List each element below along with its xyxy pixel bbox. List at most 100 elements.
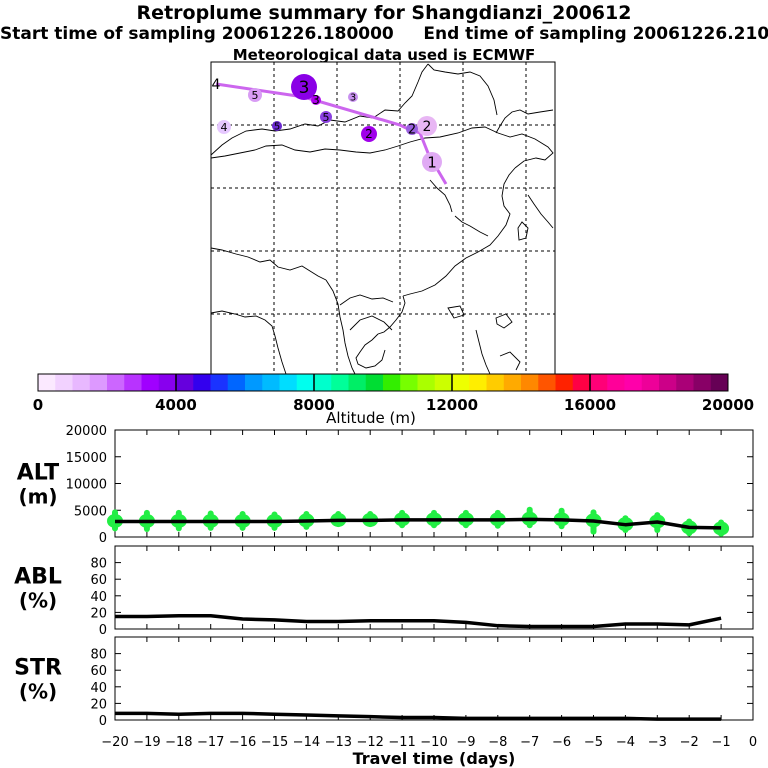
plume-marker-7 <box>272 121 282 131</box>
plume-marker-10 <box>417 116 437 136</box>
colorbar-swatch-8 <box>158 374 177 391</box>
plume-marker-9 <box>361 126 377 142</box>
colorbar-swatch-26 <box>469 374 487 391</box>
colorbar-swatch-15 <box>279 374 298 391</box>
colorbar-border <box>37 373 729 392</box>
start-time: Start time of sampling 20061226.180000 <box>0 24 394 44</box>
x-tick-label--5: −5 <box>584 735 603 750</box>
colorbar-swatch-25 <box>452 374 470 391</box>
colorbar-swatch-10 <box>193 374 211 391</box>
colorbar-swatch-11 <box>210 374 229 391</box>
plume-marker-label-7: 5 <box>274 122 280 133</box>
x-tick-label--17: −17 <box>197 735 224 750</box>
y-tick-label-abl-60: 60 <box>90 573 107 588</box>
y-tick-label-str-0: 0 <box>99 714 107 729</box>
colorbar-swatch-13 <box>245 374 263 391</box>
colorbar-swatch-39 <box>693 374 712 391</box>
colorbar-tick-label-16000: 16000 <box>564 396 616 414</box>
met-data-note: Meteorological data used is ECMWF <box>232 46 536 64</box>
colorbar-swatch-6 <box>124 374 142 391</box>
colorbar-swatch-9 <box>176 374 194 391</box>
y-tick-label-abl-20: 20 <box>90 606 107 621</box>
plume-marker-label-5: 3 <box>350 93 356 104</box>
x-tick-label--3: −3 <box>648 735 667 750</box>
y-tick-label-alt-10000: 10000 <box>66 478 107 493</box>
map-coastlines <box>210 63 554 375</box>
plume-marker-label-1: 4 <box>221 121 228 134</box>
x-tick-label--7: −7 <box>520 735 539 750</box>
ylabel-str: STR <box>14 656 62 681</box>
plume-marker-11 <box>422 152 442 172</box>
ylabel-alt: ALT <box>17 461 59 486</box>
y-tick-label-abl-40: 40 <box>90 590 107 605</box>
spread-point-20 <box>713 521 730 536</box>
x-tick-label--6: −6 <box>552 735 571 750</box>
colorbar-swatch-36 <box>641 374 660 391</box>
plume-marker-label-8: 5 <box>323 111 330 124</box>
plume-marker-4 <box>311 95 321 105</box>
colorbar-swatch-24 <box>434 374 453 391</box>
x-axis-title: Travel time (days) <box>353 749 516 768</box>
colorbar-swatch-3 <box>72 374 91 391</box>
plume-marker-1 <box>217 120 231 134</box>
ylabel-unit-abl: (%) <box>19 589 57 613</box>
plume-marker-3 <box>291 74 317 100</box>
plume-marker-label-9: 2 <box>365 127 373 141</box>
colorbar-label: Altitude (m) <box>326 409 416 427</box>
colorbar-swatch-5 <box>107 374 125 391</box>
series-line-alt <box>115 517 722 530</box>
y-tick-label-abl-80: 80 <box>90 557 107 572</box>
plume-marker-8 <box>320 111 332 123</box>
colorbar-swatch-17 <box>314 374 332 391</box>
colorbar-swatch-12 <box>227 374 246 391</box>
colorbar-tick-label-8000: 8000 <box>293 396 335 414</box>
x-tick-label--20: −20 <box>101 735 128 750</box>
colorbar-swatch-29 <box>521 374 539 391</box>
plume-marker-label-10: 2 <box>423 119 432 135</box>
colorbar-swatch-31 <box>555 374 574 391</box>
panel-frame-str <box>114 636 754 721</box>
x-tick-label--11: −11 <box>388 735 415 750</box>
x-tick-label-0: 0 <box>749 735 757 750</box>
colorbar-swatch-1 <box>38 374 56 391</box>
x-tick-label--13: −13 <box>325 735 352 750</box>
colorbar-swatch-38 <box>676 374 694 391</box>
y-tick-label-abl-0: 0 <box>99 623 107 638</box>
x-tick-label--16: −16 <box>229 735 256 750</box>
plume-marker-label-3: 3 <box>299 78 310 98</box>
x-tick-label--2: −2 <box>680 735 699 750</box>
colorbar-swatch-19 <box>348 374 367 391</box>
y-tick-label-alt-5000: 5000 <box>74 504 107 519</box>
plume-marker-12 <box>406 123 418 135</box>
y-tick-label-alt-0: 0 <box>99 531 107 546</box>
colorbar-swatch-32 <box>572 374 591 391</box>
colorbar-swatch-14 <box>262 374 280 391</box>
plume-marker-5 <box>348 92 358 102</box>
y-tick-label-str-60: 60 <box>90 664 107 679</box>
colorbar-swatch-23 <box>417 374 436 391</box>
plume-marker-label-11: 1 <box>427 153 437 171</box>
colorbar-swatch-2 <box>55 374 73 391</box>
colorbar-tick-label-4000: 4000 <box>155 396 197 414</box>
panel-alt: 0 5000 10000 15000 20000 ALT(m) <box>17 424 754 546</box>
colorbar-swatch-20 <box>365 374 384 391</box>
x-tick-label--14: −14 <box>293 735 320 750</box>
colorbar-swatch-40 <box>710 374 729 391</box>
x-tick-label--9: −9 <box>456 735 475 750</box>
x-tick-label--15: −15 <box>261 735 288 750</box>
sampling-times: Start time of sampling 20061226.180000 E… <box>0 24 768 44</box>
ylabel-unit-str: (%) <box>19 680 57 704</box>
colorbar-tick-label-20000: 20000 <box>702 396 754 414</box>
ylabel-abl: ABL <box>14 565 62 590</box>
x-tick-label--18: −18 <box>165 735 192 750</box>
ylabel-unit-alt: (m) <box>18 485 57 509</box>
plume-marker-label-12: 2 <box>408 123 416 138</box>
series-line-str <box>115 711 722 721</box>
colorbar-swatch-21 <box>383 374 401 391</box>
colorbar-swatch-27 <box>486 374 505 391</box>
